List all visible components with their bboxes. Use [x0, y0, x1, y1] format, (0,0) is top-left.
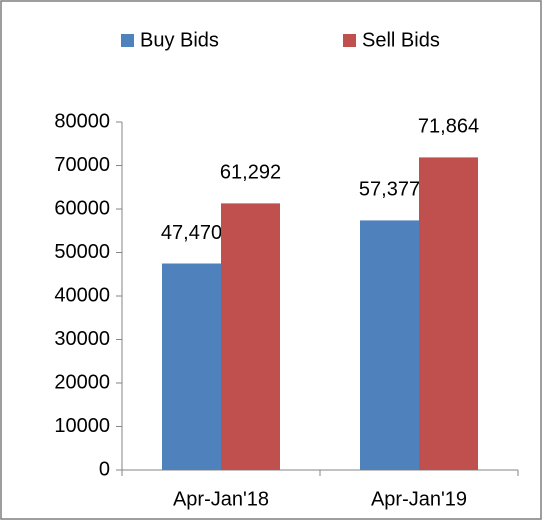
x-tick-label: Apr-Jan'19	[371, 488, 467, 510]
legend-swatch	[343, 34, 356, 47]
data-label: 61,292	[220, 162, 281, 184]
x-tick-label: Apr-Jan'18	[173, 488, 269, 510]
bar	[221, 203, 280, 470]
y-tick-label: 0	[99, 458, 110, 480]
legend-label: Buy Bids	[140, 29, 219, 51]
y-tick-label: 50000	[54, 241, 110, 263]
data-label: 57,377	[359, 179, 420, 201]
y-tick-label: 40000	[54, 284, 110, 306]
y-tick-label: 70000	[54, 154, 110, 176]
y-tick-label: 10000	[54, 415, 110, 437]
y-tick-label: 20000	[54, 371, 110, 393]
y-tick-label: 30000	[54, 328, 110, 350]
bar	[419, 157, 478, 470]
bar	[360, 220, 419, 470]
y-tick-label: 60000	[54, 197, 110, 219]
legend-label: Sell Bids	[362, 29, 440, 51]
data-label: 71,864	[418, 116, 479, 138]
y-tick-label: 80000	[54, 110, 110, 132]
bar	[162, 263, 221, 470]
data-label: 47,470	[161, 222, 222, 244]
legend-swatch	[121, 34, 134, 47]
